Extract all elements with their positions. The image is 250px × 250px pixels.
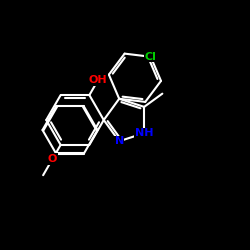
Text: O: O [48,154,57,164]
Text: N: N [114,136,124,146]
Text: NH: NH [135,128,154,138]
Text: OH: OH [89,75,108,85]
Text: Cl: Cl [145,52,156,62]
